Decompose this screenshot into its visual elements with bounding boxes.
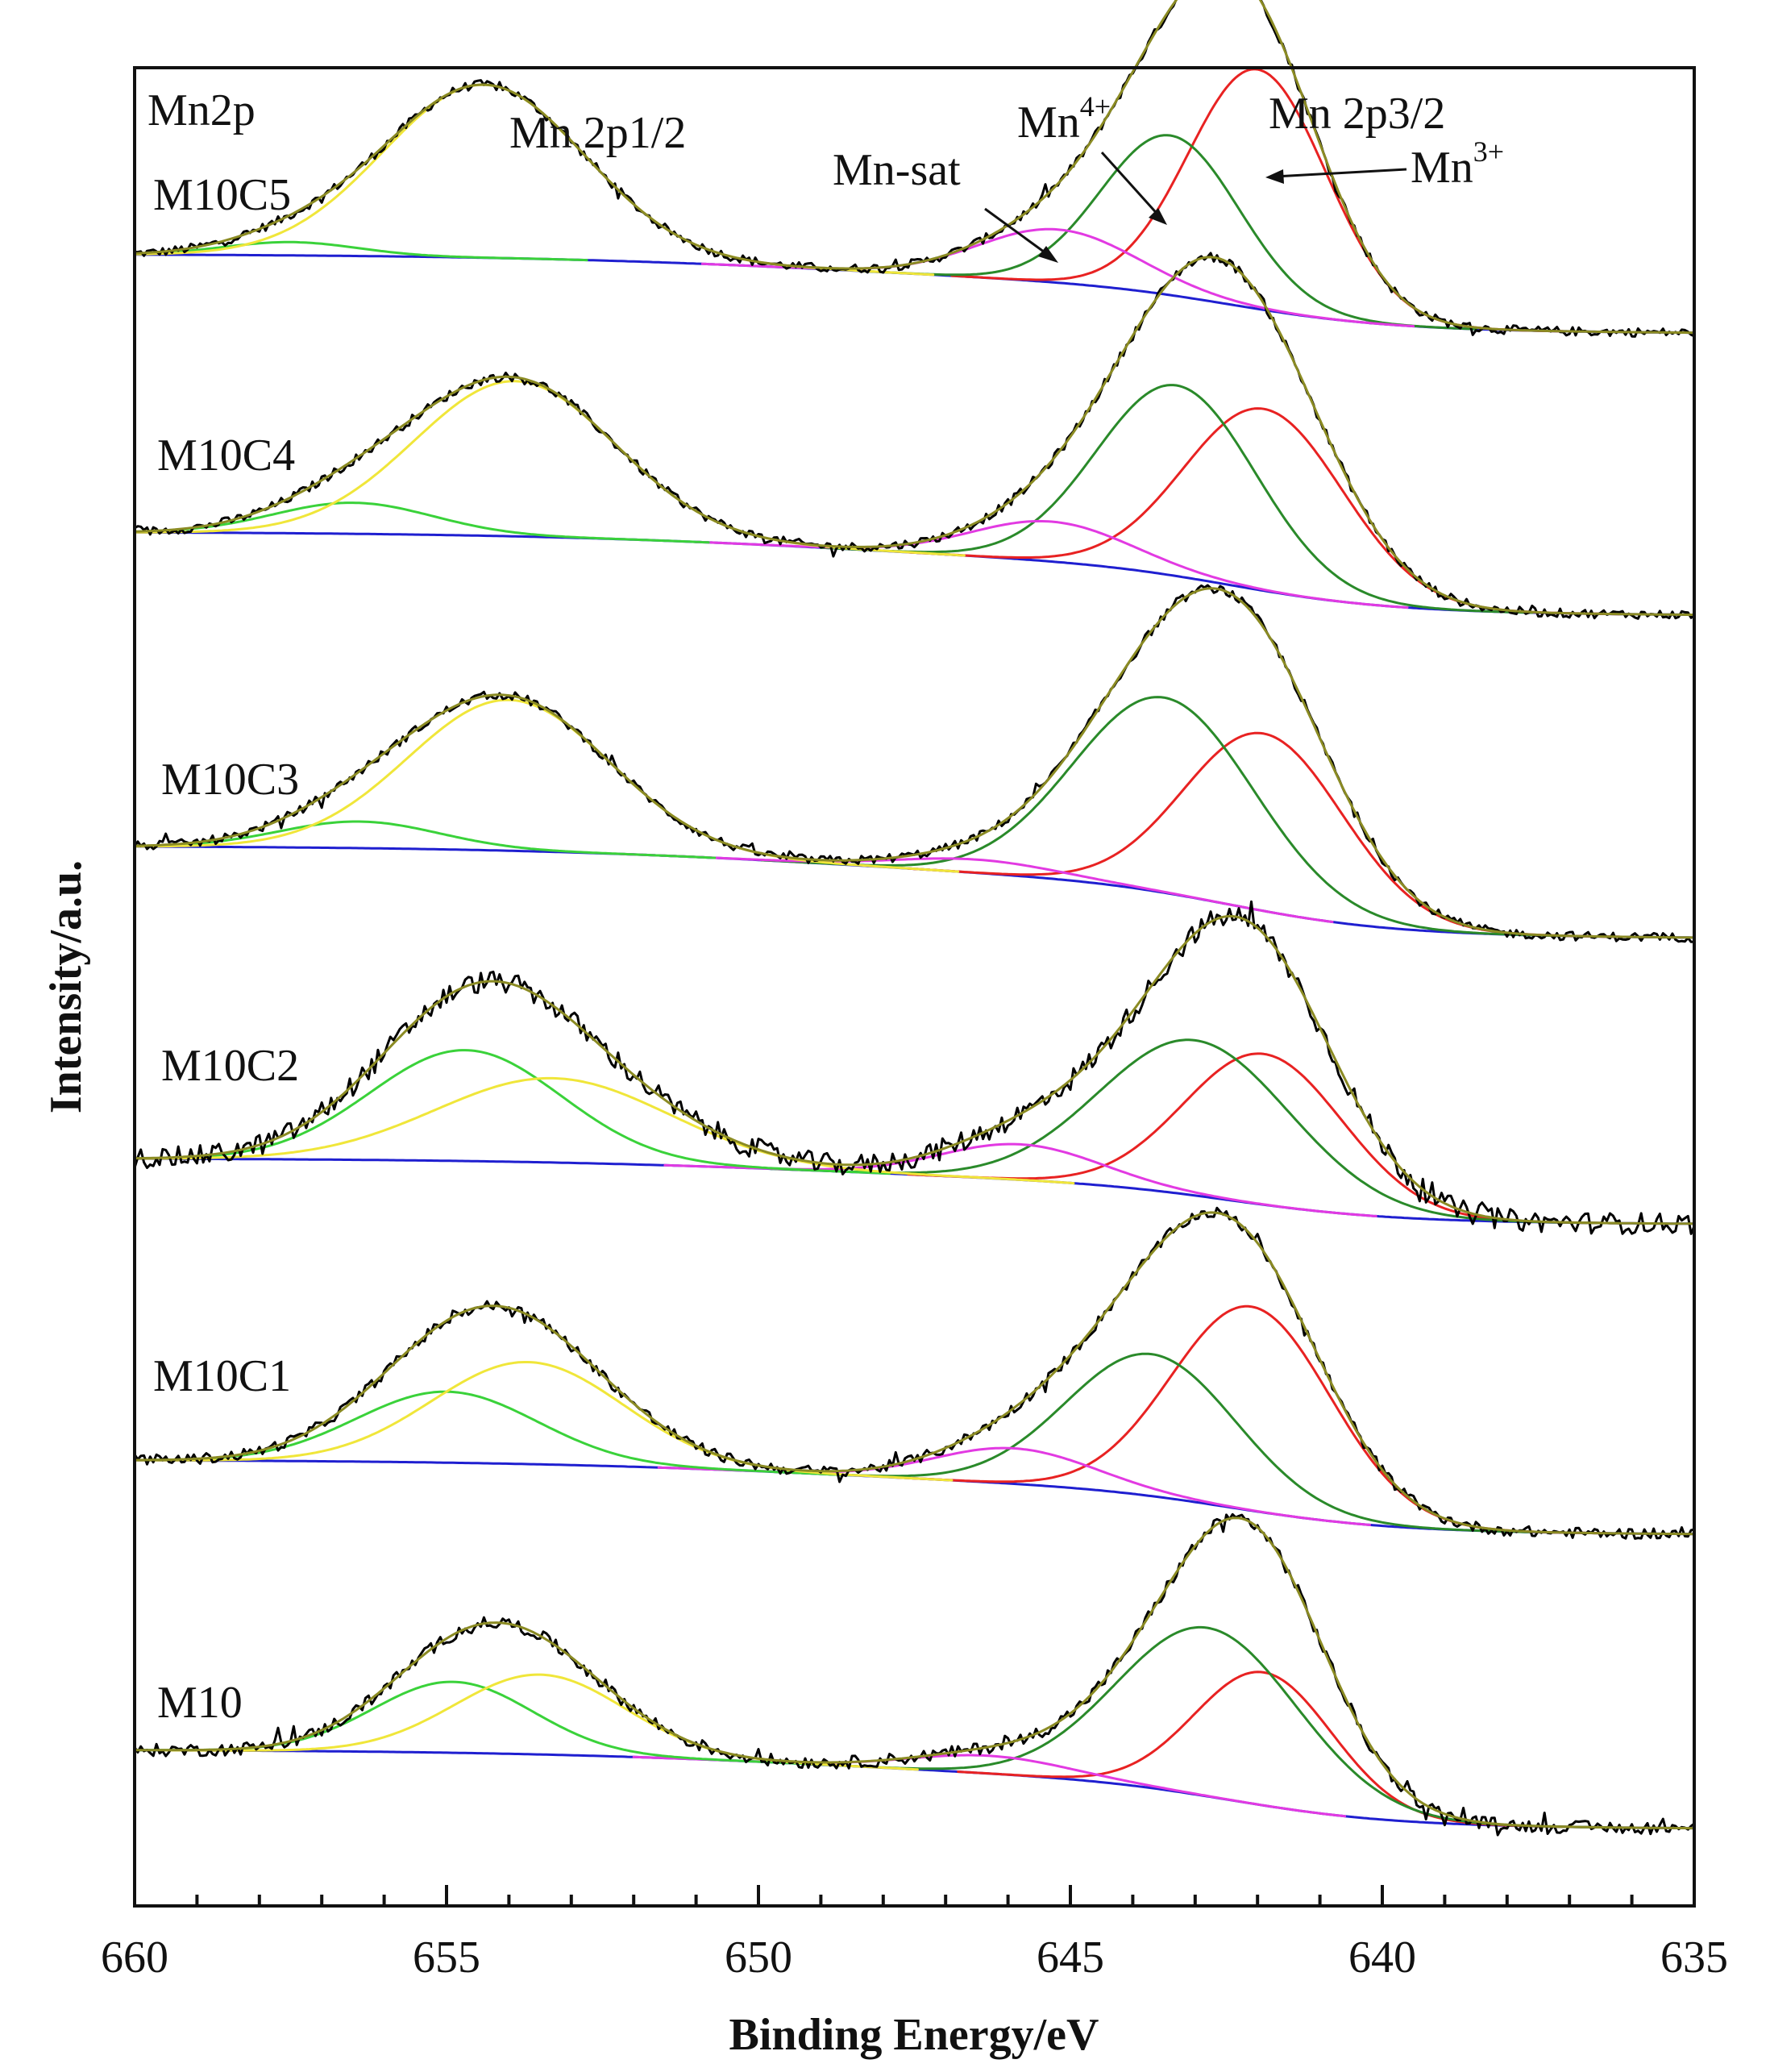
component-mn3- [894, 1304, 1609, 1535]
sample-label-m10: M10 [157, 1678, 243, 1728]
component-mn3- [907, 407, 1621, 616]
sample-label-m10c4: M10C4 [157, 431, 295, 481]
fit-envelope [133, 256, 1696, 616]
plot-frame [133, 66, 1696, 1908]
component-2p1-2-component-a [133, 240, 588, 262]
x-tick-label: 645 [1037, 1933, 1104, 1983]
sample-label-m10c3: M10C3 [161, 755, 299, 805]
x-tick-label: 640 [1348, 1933, 1416, 1983]
sample-labels: M10C5 M10C4 M10C3 M10C2 M10C1 M10 [153, 170, 299, 1728]
arrow-mn4-plus [1100, 151, 1162, 219]
component-2p1-2-component-b [133, 698, 960, 873]
y-axis-title: Intensity/a.u. [41, 860, 91, 1113]
annotation-mn4-superscript: 4+ [1080, 90, 1111, 123]
annotation-mn-2p3-2: Mn 2p3/2 [1269, 89, 1445, 139]
component-mn3- [957, 1670, 1571, 1829]
sample-label-m10c5: M10C5 [153, 170, 291, 220]
annotation-mn3-base: Mn [1411, 143, 1473, 193]
annotation-mn3-plus: Mn3+ [1411, 135, 1504, 193]
plot-area [133, 0, 1696, 1837]
x-axis-title: Binding Energy/eV [729, 2010, 1099, 2060]
arrowhead-mn4-plus [1149, 208, 1167, 225]
annotation-mn3-superscript: 3+ [1473, 135, 1504, 168]
annotation-mn-2p1-2: Mn 2p1/2 [509, 108, 686, 158]
component-mn3- [907, 731, 1621, 938]
component-mn4- [760, 696, 1568, 938]
spectrum-m10c2 [133, 900, 1696, 1235]
component-mn3- [907, 1052, 1621, 1225]
component-mn-sat [700, 227, 1415, 328]
spectrum-m10c3 [133, 584, 1696, 943]
component-mn4- [819, 384, 1534, 614]
spectrum-m10c4 [133, 252, 1696, 620]
raw-spectrum [133, 1206, 1696, 1540]
sample-label-m10c1: M10C1 [153, 1351, 291, 1401]
component-mn-sat [620, 852, 1334, 923]
x-tick-label: 635 [1660, 1933, 1728, 1983]
component-2p1-2-component-a [133, 1390, 850, 1477]
fit-envelope [133, 587, 1696, 939]
sample-label-m10c2: M10C2 [161, 1041, 299, 1091]
component-mn-sat [695, 519, 1409, 610]
x-tick-label: 655 [413, 1933, 480, 1983]
fit-envelope [133, 0, 1696, 335]
spectrum-m10c1 [133, 1206, 1696, 1540]
component-2p1-2-component-b [133, 1076, 1075, 1185]
background-line [133, 253, 1696, 335]
arrow-mn-sat [984, 207, 1051, 258]
region-label: Mn2p [148, 85, 256, 135]
arrowhead-mn3-plus [1265, 169, 1284, 184]
arrowhead-mn-sat [1038, 246, 1058, 263]
fit-envelope [133, 914, 1696, 1225]
fit-envelope [133, 1211, 1696, 1536]
spectrum-m10c5 [133, 0, 1696, 338]
raw-spectrum [133, 1512, 1696, 1837]
component-2p1-2-component-a [133, 501, 710, 544]
annotation-mn4-plus: Mn4+ [1017, 90, 1111, 148]
fit-envelope [133, 1517, 1696, 1830]
x-axis-tick-labels: 660 655 650 645 640 635 [101, 1933, 1728, 1983]
raw-spectrum [133, 252, 1696, 620]
annotation-mn4-base: Mn [1017, 98, 1080, 148]
arrow-mn3-plus [1274, 168, 1407, 178]
x-tick-label: 650 [725, 1933, 792, 1983]
x-tick-label: 660 [101, 1933, 168, 1983]
annotation-mn-sat: Mn-sat [833, 145, 961, 195]
component-mn4- [772, 1352, 1531, 1533]
spectrum-m10 [133, 1512, 1696, 1837]
x-axis-ticks [133, 1885, 1696, 1906]
component-2p1-2-component-b [133, 1361, 954, 1482]
component-2p1-2-component-a [133, 820, 717, 859]
component-mn4- [863, 134, 1477, 331]
